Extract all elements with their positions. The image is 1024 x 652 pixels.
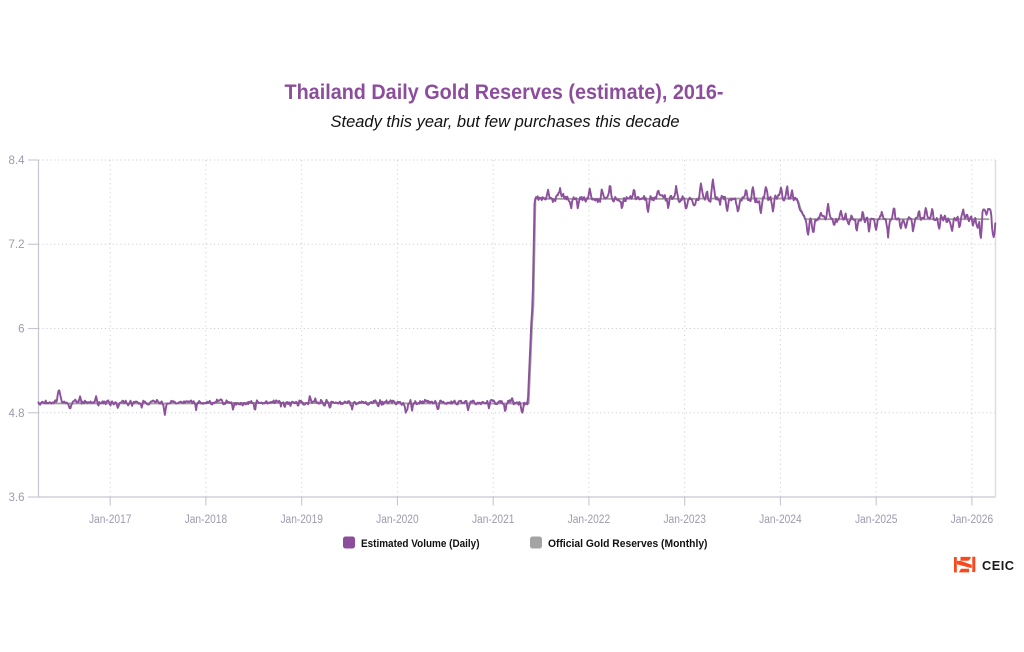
svg-text:Jan-2023: Jan-2023 bbox=[663, 514, 706, 526]
svg-text:Jan-2019: Jan-2019 bbox=[280, 514, 323, 526]
svg-text:Estimated Volume (Daily): Estimated Volume (Daily) bbox=[361, 538, 480, 550]
svg-text:8.4: 8.4 bbox=[9, 155, 26, 167]
svg-text:3.6: 3.6 bbox=[9, 492, 25, 504]
svg-text:Jan-2017: Jan-2017 bbox=[89, 514, 132, 526]
svg-text:Jan-2025: Jan-2025 bbox=[855, 514, 898, 526]
svg-text:6: 6 bbox=[18, 324, 24, 336]
svg-text:Steady this year, but few purc: Steady this year, but few purchases this… bbox=[331, 113, 680, 131]
svg-text:Jan-2021: Jan-2021 bbox=[472, 514, 515, 526]
svg-text:4.8: 4.8 bbox=[9, 408, 25, 420]
svg-text:CEIC: CEIC bbox=[982, 558, 1015, 573]
svg-text:Jan-2026: Jan-2026 bbox=[951, 514, 994, 526]
svg-text:Jan-2024: Jan-2024 bbox=[759, 514, 802, 526]
svg-text:Official Gold Reserves (Monthl: Official Gold Reserves (Monthly) bbox=[548, 538, 708, 550]
svg-text:7.2: 7.2 bbox=[9, 239, 25, 251]
svg-text:Jan-2018: Jan-2018 bbox=[185, 514, 228, 526]
svg-text:Jan-2022: Jan-2022 bbox=[568, 514, 611, 526]
svg-text:Thailand Daily Gold Reserves (: Thailand Daily Gold Reserves (estimate),… bbox=[285, 81, 724, 104]
svg-text:Jan-2020: Jan-2020 bbox=[376, 514, 419, 526]
